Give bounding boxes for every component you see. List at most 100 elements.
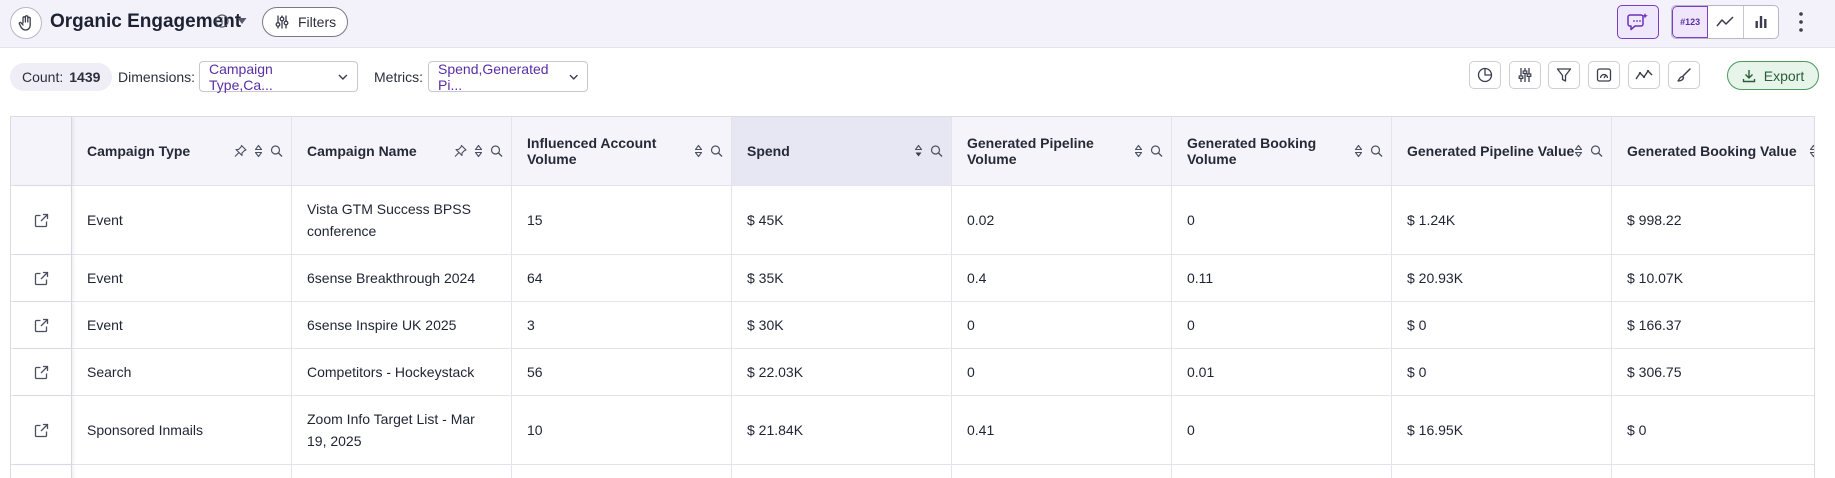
cell-generated-booking-volume: 0 xyxy=(1172,186,1392,254)
search-icon xyxy=(1370,145,1383,157)
top-bar: Organic Engagement Filters #123 xyxy=(0,0,1835,48)
table-header-row: Campaign Type Campaign Name Influenced A… xyxy=(11,117,1814,186)
search-icon xyxy=(1590,145,1603,157)
cell-generated-pipeline-volume: 0 xyxy=(952,302,1172,348)
info-icon[interactable] xyxy=(215,14,229,28)
column-header-campaign-type[interactable]: Campaign Type xyxy=(72,117,292,185)
paintbrush-icon xyxy=(1677,68,1691,82)
open-row-button[interactable] xyxy=(11,255,72,301)
cell-generated-pipeline-value: $ 1.24K xyxy=(1392,186,1612,254)
search-icon xyxy=(1150,145,1163,157)
cell-influenced-account-volume: 3 xyxy=(512,302,732,348)
cell-generated-booking-volume: 0 xyxy=(1172,396,1392,464)
cell-generated-pipeline-value: $ 20.93K xyxy=(1392,255,1612,301)
cell-generated-booking-volume: 0.11 xyxy=(1172,255,1392,301)
open-row-button[interactable] xyxy=(11,396,72,464)
trend-line-icon xyxy=(1635,69,1653,80)
pie-chart-tool-button[interactable] xyxy=(1469,61,1501,89)
external-link-icon xyxy=(34,365,48,379)
cell-spend: $ 45K xyxy=(732,186,952,254)
number-view-button[interactable]: #123 xyxy=(1672,6,1709,38)
external-link-icon xyxy=(34,423,48,437)
chevron-down-icon xyxy=(569,74,578,80)
sort-icon xyxy=(1354,144,1363,158)
pin-icon xyxy=(234,144,247,157)
more-options-icon[interactable] xyxy=(1794,9,1808,35)
search-icon xyxy=(710,145,723,157)
sort-icon xyxy=(1134,144,1143,158)
filters-button[interactable]: Filters xyxy=(262,7,348,37)
chart-settings-button[interactable] xyxy=(1588,61,1620,89)
open-row-button[interactable] xyxy=(11,302,72,348)
hand-logo-icon[interactable] xyxy=(10,7,42,39)
external-link-icon xyxy=(34,318,48,332)
cell-campaign-name: Zoom Info Target List - Mar 19, 2025 xyxy=(292,396,512,464)
cell-generated-booking-value: $ 10.07K xyxy=(1627,270,1684,286)
bar-chart-view-button[interactable] xyxy=(1744,6,1778,38)
pie-chart-icon xyxy=(1477,67,1493,83)
format-tool-button[interactable] xyxy=(1668,61,1700,89)
export-button[interactable]: Export xyxy=(1727,61,1819,90)
open-row-button[interactable] xyxy=(11,349,72,395)
sort-descending-icon xyxy=(914,144,923,157)
search-icon xyxy=(930,145,943,157)
table-row: Search Competitors - Hockeystack 56 $ 22… xyxy=(11,349,1814,396)
filter-tool-button[interactable] xyxy=(1548,61,1580,89)
line-chart-icon xyxy=(1716,16,1735,27)
cell-influenced-account-volume: 64 xyxy=(512,255,732,301)
cell-generated-pipeline-volume: 0.02 xyxy=(952,186,1172,254)
cell-spend: $ 30K xyxy=(732,302,952,348)
sliders-icon xyxy=(1518,68,1532,82)
open-row-button[interactable] xyxy=(11,186,72,254)
cell-spend: $ 22.03K xyxy=(732,349,952,395)
filters-label: Filters xyxy=(298,14,337,30)
table-row: Event 6sense Breakthrough 2024 64 $ 35K … xyxy=(11,255,1814,302)
dimensions-label: Dimensions: xyxy=(118,69,196,85)
cell-generated-pipeline-value: $ 16.95K xyxy=(1392,396,1612,464)
visualization-switcher: #123 xyxy=(1671,5,1779,39)
chat-sparkle-icon xyxy=(1627,13,1648,31)
cell-campaign-type: Event xyxy=(72,186,292,254)
sliders-icon xyxy=(274,14,290,30)
column-header-generated-pipeline-value[interactable]: Generated Pipeline Value xyxy=(1392,117,1612,185)
cell-campaign-name: 6sense Breakthrough 2024 xyxy=(292,255,512,301)
cell-generated-booking-value: $ 998.22 xyxy=(1627,212,1682,228)
column-header-spend[interactable]: Spend xyxy=(732,117,952,185)
external-link-icon xyxy=(34,271,48,285)
cell-spend: $ 21.84K xyxy=(732,396,952,464)
table-row: Sponsored Inmails Zoom Info Target List … xyxy=(11,396,1814,465)
count-badge: Count: 1439 xyxy=(10,63,113,91)
page-title: Organic Engagement xyxy=(50,11,242,32)
cell-campaign-name: 6sense Inspire UK 2025 xyxy=(292,302,512,348)
column-header-campaign-name[interactable]: Campaign Name xyxy=(292,117,512,185)
cell-influenced-account-volume: 15 xyxy=(512,186,732,254)
column-header-generated-booking-value[interactable]: Generated Booking Value xyxy=(1612,117,1814,185)
trend-tool-button[interactable] xyxy=(1628,61,1660,89)
metrics-dropdown[interactable]: Spend,Generated Pi... xyxy=(428,61,588,93)
table-row: Event 6sense Inspire UK 2025 3 $ 30K 0 0… xyxy=(11,302,1814,349)
sort-icon xyxy=(694,144,703,158)
ai-chat-button[interactable] xyxy=(1617,5,1659,39)
cell-generated-pipeline-volume: 0.4 xyxy=(952,255,1172,301)
search-icon xyxy=(270,145,283,157)
cell-spend: $ 35K xyxy=(732,255,952,301)
open-row-button[interactable] xyxy=(11,465,72,478)
funnel-icon xyxy=(1556,68,1572,82)
column-header-generated-pipeline-volume[interactable]: Generated Pipeline Volume xyxy=(952,117,1172,185)
cell-generated-pipeline-volume: 0.41 xyxy=(952,396,1172,464)
sort-icon xyxy=(254,144,263,158)
column-header-generated-booking-volume[interactable]: Generated Booking Volume xyxy=(1172,117,1392,185)
dimensions-dropdown[interactable]: Campaign Type,Ca... xyxy=(199,61,358,93)
cell-campaign-name: Competitors - Hockeystack xyxy=(292,349,512,395)
cell-generated-booking-value: $ 306.75 xyxy=(1627,364,1682,380)
line-chart-view-button[interactable] xyxy=(1708,6,1744,38)
cell-generated-pipeline-volume: 0 xyxy=(952,349,1172,395)
chart-gauge-icon xyxy=(1596,68,1612,82)
caret-down-icon[interactable] xyxy=(237,17,247,25)
adjust-columns-button[interactable] xyxy=(1509,61,1541,89)
cell-generated-pipeline-value: $ 0 xyxy=(1392,302,1612,348)
column-header-influenced-account-volume[interactable]: Influenced Account Volume xyxy=(512,117,732,185)
sort-icon xyxy=(474,144,483,158)
table-row xyxy=(11,465,1814,478)
cell-campaign-type: Search xyxy=(72,349,292,395)
